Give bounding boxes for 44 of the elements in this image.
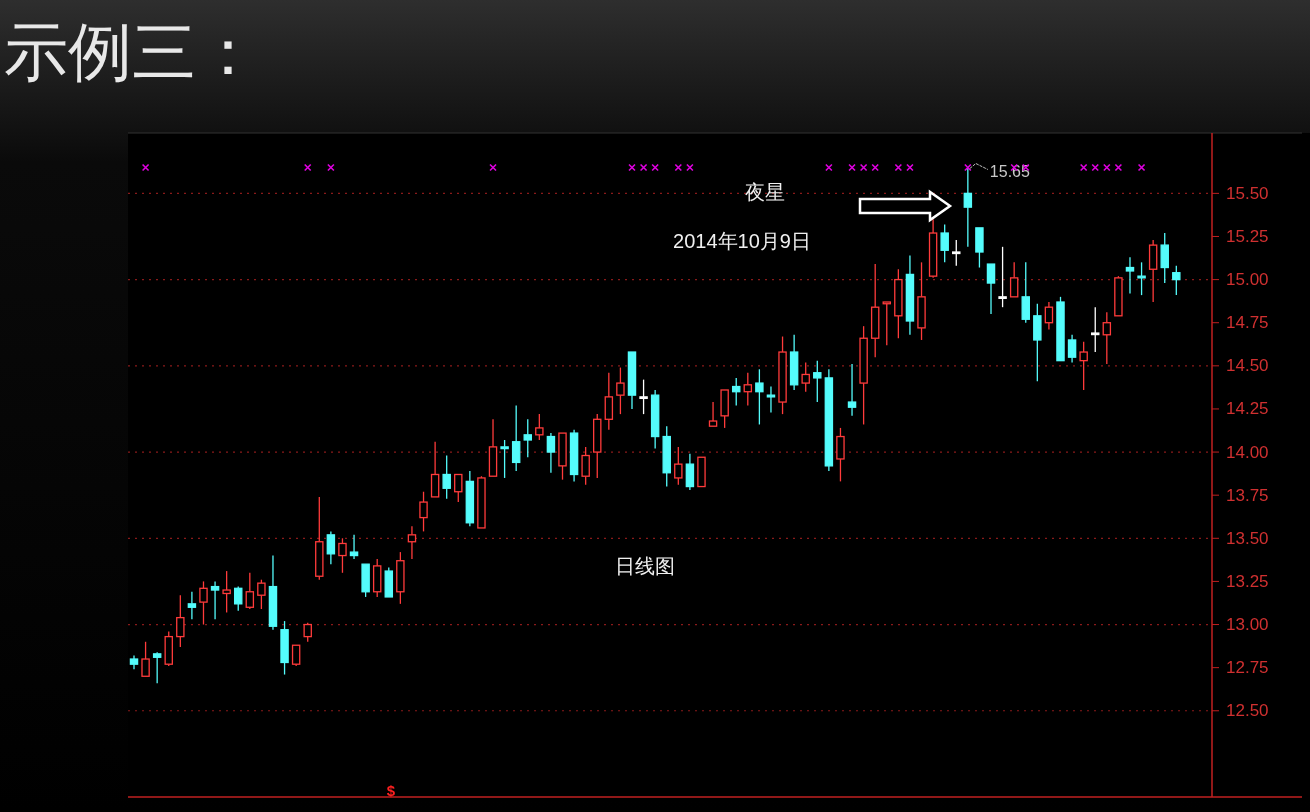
candlestick xyxy=(129,654,139,671)
candlestick xyxy=(210,580,220,621)
y-tick-label: 13.00 xyxy=(1226,615,1269,635)
y-tick-label: 12.50 xyxy=(1226,701,1269,721)
y-tick-label: 13.75 xyxy=(1226,485,1269,505)
annotation: 日线图 xyxy=(615,555,675,577)
y-tick-label: 14.00 xyxy=(1226,442,1269,462)
candlestick xyxy=(465,470,475,527)
y-tick-label: 14.75 xyxy=(1226,313,1269,333)
candlestick xyxy=(187,591,197,621)
candlestick xyxy=(789,334,799,391)
annotation: 夜星 xyxy=(745,181,785,203)
chart-title: 示例三： xyxy=(4,16,260,88)
candlestick xyxy=(766,385,776,414)
candlestick xyxy=(326,530,336,565)
candlestick xyxy=(546,432,556,474)
annotation: 15.65 xyxy=(989,162,1030,180)
y-tick-label: 13.25 xyxy=(1226,571,1269,591)
candlestick xyxy=(685,453,695,491)
y-tick-label: 14.50 xyxy=(1226,356,1269,376)
candlestick xyxy=(870,263,880,358)
candlestick xyxy=(222,570,231,614)
candlestick xyxy=(1148,239,1158,303)
y-tick-label: 13.50 xyxy=(1226,528,1269,548)
candlestick xyxy=(1044,301,1054,331)
annotation: $ xyxy=(386,781,396,799)
candlestick xyxy=(963,166,973,248)
candlestick xyxy=(268,554,278,631)
candlestick xyxy=(824,368,834,472)
y-tick-label: 15.00 xyxy=(1226,270,1269,290)
candlestick xyxy=(847,363,857,417)
candlestick xyxy=(1067,334,1077,364)
candlestick xyxy=(349,534,359,560)
candlestick xyxy=(905,254,915,336)
y-tick-label: 12.75 xyxy=(1226,658,1269,678)
candlestick xyxy=(1125,256,1135,295)
y-tick-label: 15.25 xyxy=(1226,226,1269,246)
candlestick xyxy=(569,428,579,483)
y-tick-label: 15.50 xyxy=(1226,183,1269,203)
y-tick-label: 14.25 xyxy=(1226,399,1269,419)
candlestick xyxy=(928,218,938,279)
candlestick xyxy=(407,525,417,560)
annotation: 2014年10月9日 xyxy=(673,230,811,252)
candlestick xyxy=(1091,306,1100,353)
